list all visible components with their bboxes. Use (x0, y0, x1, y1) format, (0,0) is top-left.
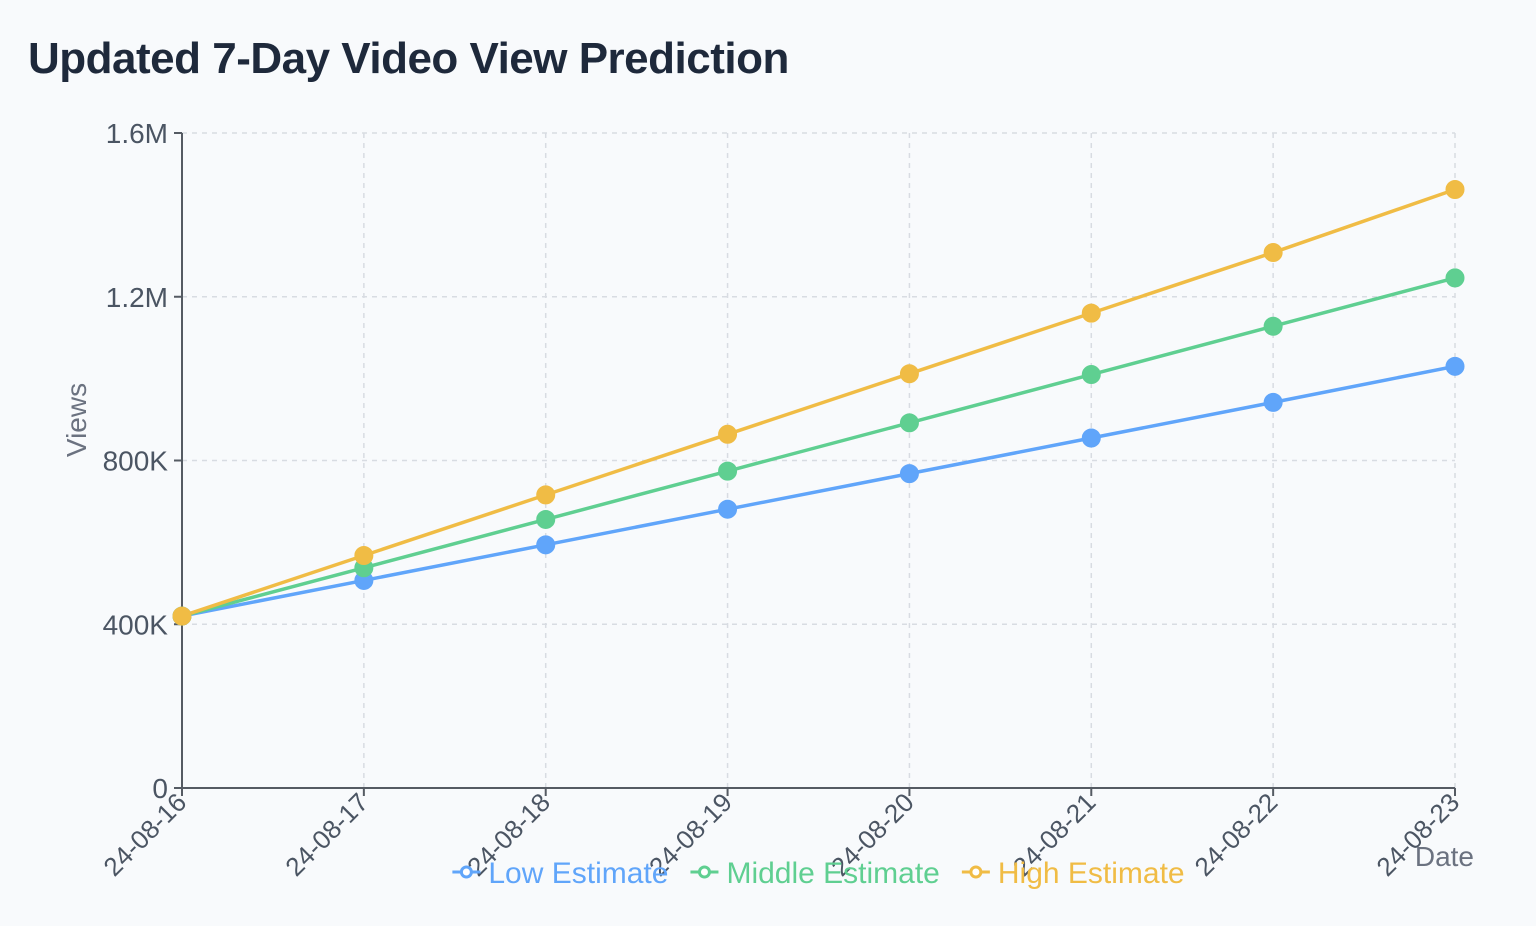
data-point[interactable] (1263, 392, 1283, 412)
data-point[interactable] (1445, 356, 1465, 376)
y-tick-label: 800K (103, 446, 169, 477)
data-point[interactable] (1445, 179, 1465, 199)
series-line (181, 187, 1456, 618)
y-tick-label: 1.2M (106, 282, 168, 313)
legend-swatch-marker (697, 865, 711, 879)
x-tick-label: 24-08-16 (97, 787, 192, 882)
legend-swatch-marker (969, 865, 983, 879)
data-point[interactable] (899, 364, 919, 384)
data-point[interactable] (1263, 316, 1283, 336)
data-point[interactable] (354, 545, 374, 565)
data-point[interactable] (536, 485, 556, 505)
data-point[interactable] (536, 535, 556, 555)
data-point[interactable] (718, 461, 738, 481)
x-axis-title: Date (1415, 841, 1474, 872)
data-point[interactable] (1445, 268, 1465, 288)
data-point[interactable] (899, 464, 919, 484)
data-point[interactable] (1081, 303, 1101, 323)
data-point[interactable] (718, 499, 738, 519)
legend-item-label[interactable]: Middle Estimate (726, 857, 939, 890)
y-tick-label: 0 (152, 773, 168, 804)
series-line (181, 276, 1456, 618)
data-point[interactable] (1081, 365, 1101, 385)
x-tick-label: 24-08-22 (1189, 787, 1284, 882)
data-point[interactable] (1081, 428, 1101, 448)
chart-title: Updated 7-Day Video View Prediction (28, 34, 789, 83)
legend-item-label[interactable]: High Estimate (998, 857, 1185, 890)
y-tick-label: 400K (103, 609, 169, 640)
x-tick-label: 24-08-17 (279, 787, 374, 882)
y-tick-label: 1.6M (106, 118, 168, 149)
data-point[interactable] (718, 424, 738, 444)
data-point[interactable] (172, 606, 192, 626)
y-axis-title: Views (61, 383, 92, 457)
legend-item-label[interactable]: Low Estimate (488, 857, 668, 890)
data-point[interactable] (1263, 243, 1283, 263)
data-point[interactable] (536, 509, 556, 529)
series-line (181, 364, 1456, 618)
legend-swatch-marker (459, 865, 473, 879)
data-point[interactable] (899, 413, 919, 433)
